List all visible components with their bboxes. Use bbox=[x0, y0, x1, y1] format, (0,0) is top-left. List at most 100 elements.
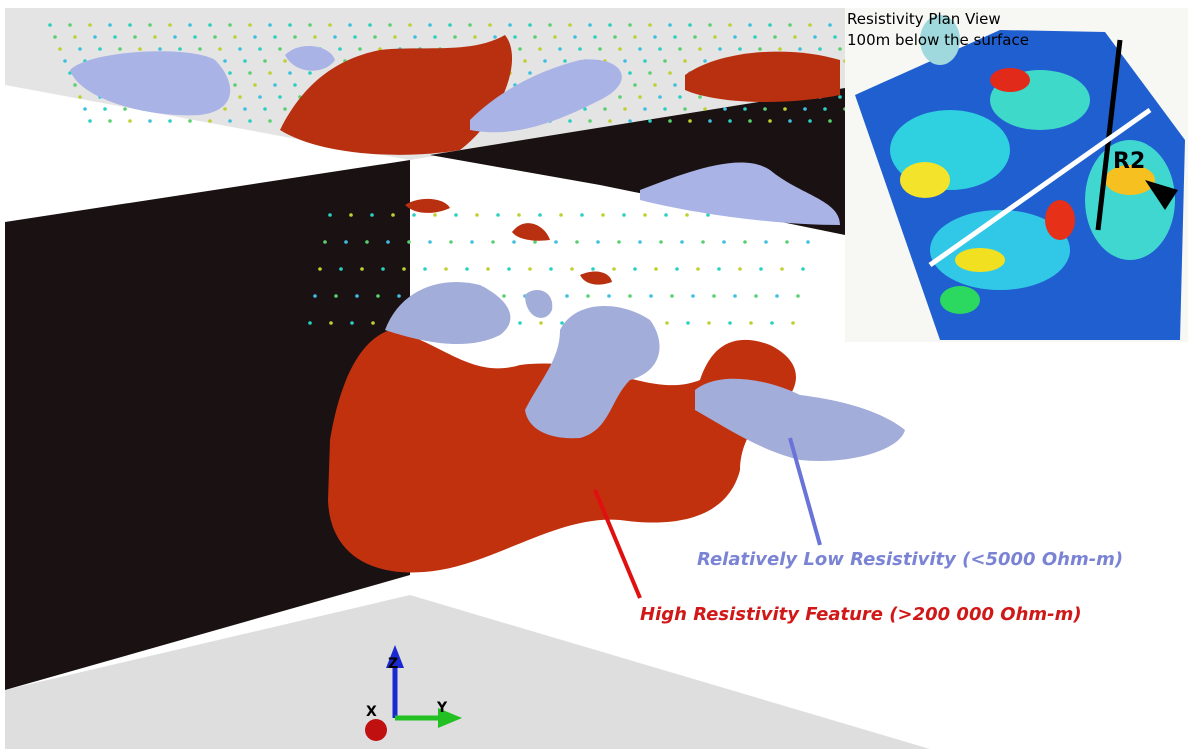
grid-point bbox=[733, 294, 737, 298]
grid-point bbox=[596, 240, 600, 244]
grid-point bbox=[128, 119, 132, 123]
grid-point bbox=[248, 119, 252, 123]
grid-point bbox=[268, 71, 272, 75]
grid-point bbox=[628, 294, 632, 298]
grid-point bbox=[518, 321, 522, 325]
grid-point bbox=[178, 47, 182, 51]
grid-point bbox=[633, 83, 637, 87]
map-patch bbox=[1045, 200, 1075, 240]
grid-point bbox=[763, 107, 767, 111]
grid-point bbox=[693, 35, 697, 39]
grid-point bbox=[612, 267, 616, 271]
grid-point bbox=[633, 35, 637, 39]
grid-point bbox=[560, 321, 564, 325]
grid-point bbox=[333, 35, 337, 39]
grid-point bbox=[798, 47, 802, 51]
grid-point bbox=[788, 119, 792, 123]
grid-point bbox=[770, 321, 774, 325]
grid-point bbox=[533, 240, 537, 244]
grid-point bbox=[475, 213, 479, 217]
grid-point bbox=[703, 107, 707, 111]
grid-point bbox=[733, 35, 737, 39]
grid-point bbox=[723, 107, 727, 111]
grid-point bbox=[288, 71, 292, 75]
grid-point bbox=[701, 240, 705, 244]
grid-point bbox=[838, 47, 842, 51]
grid-point bbox=[258, 47, 262, 51]
grid-point bbox=[444, 267, 448, 271]
grid-point bbox=[678, 47, 682, 51]
grid-point bbox=[828, 119, 832, 123]
grid-point bbox=[508, 23, 512, 27]
grid-point bbox=[680, 240, 684, 244]
grid-point bbox=[313, 35, 317, 39]
grid-point bbox=[749, 321, 753, 325]
grid-point bbox=[785, 240, 789, 244]
grid-point bbox=[598, 47, 602, 51]
grid-point bbox=[393, 35, 397, 39]
grid-point bbox=[78, 47, 82, 51]
grid-point bbox=[688, 23, 692, 27]
grid-point bbox=[108, 119, 112, 123]
grid-point bbox=[818, 47, 822, 51]
grid-point bbox=[238, 47, 242, 51]
grid-point bbox=[578, 47, 582, 51]
grid-point bbox=[658, 47, 662, 51]
grid-point bbox=[707, 321, 711, 325]
grid-point bbox=[368, 23, 372, 27]
grid-point bbox=[608, 23, 612, 27]
grid-point bbox=[638, 95, 642, 99]
grid-point bbox=[68, 23, 72, 27]
grid-point bbox=[153, 35, 157, 39]
grid-point bbox=[328, 23, 332, 27]
grid-point bbox=[288, 23, 292, 27]
grid-point bbox=[397, 294, 401, 298]
grid-point bbox=[412, 213, 416, 217]
grid-point bbox=[778, 47, 782, 51]
grid-point bbox=[433, 35, 437, 39]
grid-point bbox=[743, 107, 747, 111]
grid-point bbox=[783, 107, 787, 111]
grid-point bbox=[768, 23, 772, 27]
grid-point bbox=[168, 23, 172, 27]
grid-point bbox=[402, 267, 406, 271]
grid-point bbox=[118, 47, 122, 51]
grid-point bbox=[718, 47, 722, 51]
grid-point bbox=[673, 83, 677, 87]
grid-point bbox=[670, 294, 674, 298]
grid-point bbox=[263, 107, 267, 111]
grid-point bbox=[668, 23, 672, 27]
grid-point bbox=[493, 35, 497, 39]
grid-point bbox=[448, 23, 452, 27]
grid-point bbox=[668, 71, 672, 75]
grid-point bbox=[717, 267, 721, 271]
grid-point bbox=[248, 23, 252, 27]
grid-point bbox=[283, 107, 287, 111]
grid-point bbox=[228, 119, 232, 123]
grid-point bbox=[78, 95, 82, 99]
grid-point bbox=[381, 267, 385, 271]
grid-point bbox=[168, 119, 172, 123]
grid-point bbox=[268, 119, 272, 123]
z-label: Z bbox=[388, 656, 398, 672]
grid-point bbox=[198, 47, 202, 51]
grid-point bbox=[428, 240, 432, 244]
grid-point bbox=[603, 107, 607, 111]
grid-point bbox=[370, 213, 374, 217]
grid-point bbox=[664, 213, 668, 217]
grid-point bbox=[48, 23, 52, 27]
grid-point bbox=[108, 23, 112, 27]
grid-point bbox=[360, 267, 364, 271]
grid-point bbox=[738, 47, 742, 51]
grid-point bbox=[686, 321, 690, 325]
grid-point bbox=[148, 23, 152, 27]
map-patch bbox=[940, 286, 980, 314]
grid-point bbox=[538, 47, 542, 51]
grid-point bbox=[738, 267, 742, 271]
grid-point bbox=[93, 35, 97, 39]
grid-point bbox=[588, 119, 592, 123]
grid-point bbox=[334, 294, 338, 298]
grid-point bbox=[643, 213, 647, 217]
grid-point bbox=[223, 59, 227, 63]
grid-point bbox=[643, 59, 647, 63]
